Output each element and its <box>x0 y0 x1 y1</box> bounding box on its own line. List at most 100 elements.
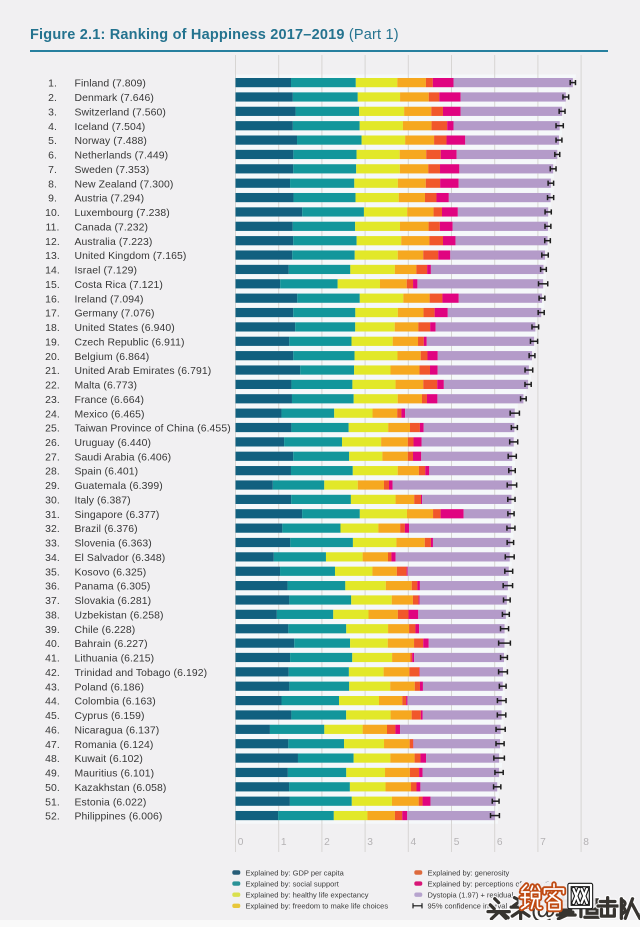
svg-text:France (6.664): France (6.664) <box>75 395 145 406</box>
svg-text:38.: 38. <box>45 610 60 621</box>
svg-text:24.: 24. <box>45 409 60 420</box>
svg-text:Germany (7.076): Germany (7.076) <box>75 309 155 320</box>
svg-text:Norway (7.488): Norway (7.488) <box>75 136 147 147</box>
svg-text:Mexico (6.465): Mexico (6.465) <box>75 409 145 420</box>
svg-text:51.: 51. <box>45 797 60 808</box>
svg-text:Dystopia (1.97) + residual: Dystopia (1.97) + residual <box>428 891 514 900</box>
svg-text:28.: 28. <box>45 467 60 478</box>
svg-text:El Salvador (6.348): El Salvador (6.348) <box>75 553 166 564</box>
svg-text:Iceland (7.504): Iceland (7.504) <box>75 122 146 133</box>
svg-text:Switzerland (7.560): Switzerland (7.560) <box>75 107 166 118</box>
svg-text:Costa Rica (7.121): Costa Rica (7.121) <box>75 280 163 291</box>
svg-text:Canada (7.232): Canada (7.232) <box>75 222 149 233</box>
svg-text:34.: 34. <box>45 553 60 564</box>
svg-text:Poland (6.186): Poland (6.186) <box>75 682 145 693</box>
svg-text:14.: 14. <box>45 266 60 277</box>
svg-text:Denmark (7.646): Denmark (7.646) <box>75 93 154 104</box>
svg-text:Guatemala (6.399): Guatemala (6.399) <box>75 481 163 492</box>
svg-text:37.: 37. <box>45 596 60 607</box>
svg-text:21.: 21. <box>45 366 60 377</box>
svg-text:9.: 9. <box>48 194 57 205</box>
svg-text:48.: 48. <box>45 754 60 765</box>
svg-text:6: 6 <box>497 837 503 848</box>
svg-text:17.: 17. <box>45 309 60 320</box>
svg-text:Estonia (6.022): Estonia (6.022) <box>75 797 147 808</box>
svg-text:6.: 6. <box>48 151 57 162</box>
svg-text:47.: 47. <box>45 740 60 751</box>
svg-text:Explained by: perceptions of c: Explained by: perceptions of corruption <box>428 879 558 888</box>
svg-text:Mauritius (6.101): Mauritius (6.101) <box>75 769 155 780</box>
svg-text:2: 2 <box>324 837 330 848</box>
svg-text:Explained by: GDP per capita: Explained by: GDP per capita <box>246 868 345 877</box>
svg-text:United States (6.940): United States (6.940) <box>75 323 175 334</box>
svg-text:18.: 18. <box>45 323 60 334</box>
svg-text:46.: 46. <box>45 725 60 736</box>
svg-text:Explained by: generosity: Explained by: generosity <box>428 868 510 877</box>
svg-text:Kuwait (6.102): Kuwait (6.102) <box>75 754 143 765</box>
svg-text:Malta (6.773): Malta (6.773) <box>75 381 138 392</box>
svg-text:Brazil (6.376): Brazil (6.376) <box>75 524 138 535</box>
svg-text:Uzbekistan (6.258): Uzbekistan (6.258) <box>75 610 164 621</box>
svg-text:Cyprus (6.159): Cyprus (6.159) <box>75 711 145 722</box>
svg-text:39.: 39. <box>45 625 60 636</box>
svg-text:Sweden (7.353): Sweden (7.353) <box>75 165 150 176</box>
svg-text:29.: 29. <box>45 481 60 492</box>
svg-text:Explained by: healthy life exp: Explained by: healthy life expectancy <box>246 891 369 900</box>
svg-text:1: 1 <box>281 837 287 848</box>
svg-text:New Zealand (7.300): New Zealand (7.300) <box>75 179 174 190</box>
svg-text:Australia (7.223): Australia (7.223) <box>75 237 153 248</box>
svg-text:45.: 45. <box>45 711 60 722</box>
svg-text:11.: 11. <box>46 222 60 233</box>
svg-text:16.: 16. <box>45 294 60 305</box>
svg-text:41.: 41. <box>45 654 60 665</box>
svg-text:5.: 5. <box>48 136 57 147</box>
svg-text:36.: 36. <box>45 582 60 593</box>
svg-text:7.: 7. <box>48 165 57 176</box>
svg-text:26.: 26. <box>45 438 60 449</box>
svg-text:22.: 22. <box>45 381 60 392</box>
svg-text:United Arab Emirates (6.791): United Arab Emirates (6.791) <box>75 366 212 377</box>
svg-text:12.: 12. <box>45 237 60 248</box>
svg-text:Taiwan Province of China (6.45: Taiwan Province of China (6.455) <box>75 424 231 435</box>
svg-text:Czech Republic (6.911): Czech Republic (6.911) <box>75 337 185 348</box>
svg-text:Lithuania (6.215): Lithuania (6.215) <box>75 654 155 665</box>
svg-text:8: 8 <box>583 837 589 848</box>
svg-text:32.: 32. <box>45 524 60 535</box>
svg-text:43.: 43. <box>45 682 60 693</box>
svg-text:4: 4 <box>411 837 417 848</box>
svg-text:Saudi Arabia (6.406): Saudi Arabia (6.406) <box>75 452 172 463</box>
svg-text:Philippines (6.006): Philippines (6.006) <box>75 812 163 823</box>
svg-text:49.: 49. <box>45 769 60 780</box>
svg-text:33.: 33. <box>45 539 60 550</box>
svg-text:Austria (7.294): Austria (7.294) <box>75 194 145 205</box>
svg-text:Explained by: freedom to make: Explained by: freedom to make life choic… <box>246 902 389 911</box>
svg-text:Uruguay (6.440): Uruguay (6.440) <box>75 438 152 449</box>
svg-text:35.: 35. <box>45 567 60 578</box>
svg-text:Kazakhstan (6.058): Kazakhstan (6.058) <box>75 783 167 794</box>
svg-text:27.: 27. <box>45 452 60 463</box>
svg-text:Explained by: social support: Explained by: social support <box>246 879 340 888</box>
svg-text:4.: 4. <box>48 122 57 133</box>
svg-text:Nicaragua (6.137): Nicaragua (6.137) <box>75 725 160 736</box>
svg-text:Finland (7.809): Finland (7.809) <box>75 79 146 90</box>
svg-text:1.: 1. <box>48 79 57 90</box>
svg-text:Spain (6.401): Spain (6.401) <box>75 467 139 478</box>
svg-text:Trinidad and Tobago (6.192): Trinidad and Tobago (6.192) <box>75 668 208 679</box>
svg-text:Belgium (6.864): Belgium (6.864) <box>75 352 150 363</box>
svg-text:50.: 50. <box>45 783 60 794</box>
svg-text:19.: 19. <box>45 337 60 348</box>
svg-text:Kosovo (6.325): Kosovo (6.325) <box>75 567 147 578</box>
svg-text:3: 3 <box>367 837 373 848</box>
svg-text:Colombia (6.163): Colombia (6.163) <box>75 697 156 708</box>
svg-text:40.: 40. <box>45 639 60 650</box>
svg-text:44.: 44. <box>45 697 60 708</box>
svg-text:United Kingdom (7.165): United Kingdom (7.165) <box>75 251 187 262</box>
svg-text:95% confidence interval: 95% confidence interval <box>428 902 508 911</box>
svg-text:42.: 42. <box>45 668 60 679</box>
svg-text:Chile (6.228): Chile (6.228) <box>75 625 136 636</box>
svg-text:Romania (6.124): Romania (6.124) <box>75 740 154 751</box>
svg-text:Singapore (6.377): Singapore (6.377) <box>75 510 160 521</box>
svg-text:8.: 8. <box>48 179 57 190</box>
svg-text:Luxembourg (7.238): Luxembourg (7.238) <box>75 208 170 219</box>
svg-text:25.: 25. <box>45 424 60 435</box>
